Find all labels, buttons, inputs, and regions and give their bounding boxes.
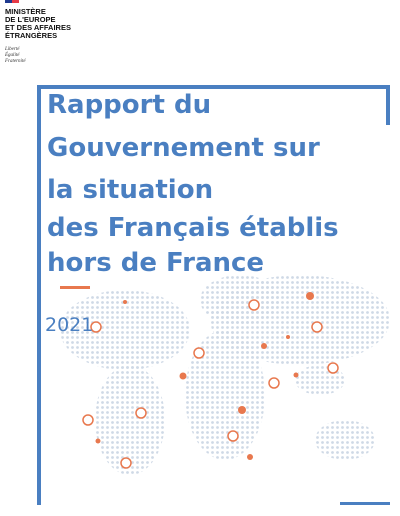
title-line: des Français établis <box>47 213 339 243</box>
people <box>82 299 339 469</box>
title-line: Rapport du <box>47 90 212 120</box>
motto-line: Égalité <box>5 53 20 58</box>
title-line: hors de France <box>47 248 265 278</box>
dots <box>95 292 314 460</box>
ministry-line: ÉTRANGÈRES <box>5 31 58 40</box>
ministry-line: MINISTÈRE <box>5 7 46 16</box>
world-map <box>60 275 390 475</box>
ministry-line: DE L'EUROPE <box>5 15 56 24</box>
motto-line: Fraternité <box>5 59 26 64</box>
title-line: la situation <box>47 175 214 205</box>
title-line: Gouvernement sur <box>47 133 320 163</box>
year: 2021 <box>45 314 94 336</box>
ministry-line: ET DES AFFAIRES <box>5 23 71 32</box>
motto-line: Liberté <box>5 47 20 52</box>
